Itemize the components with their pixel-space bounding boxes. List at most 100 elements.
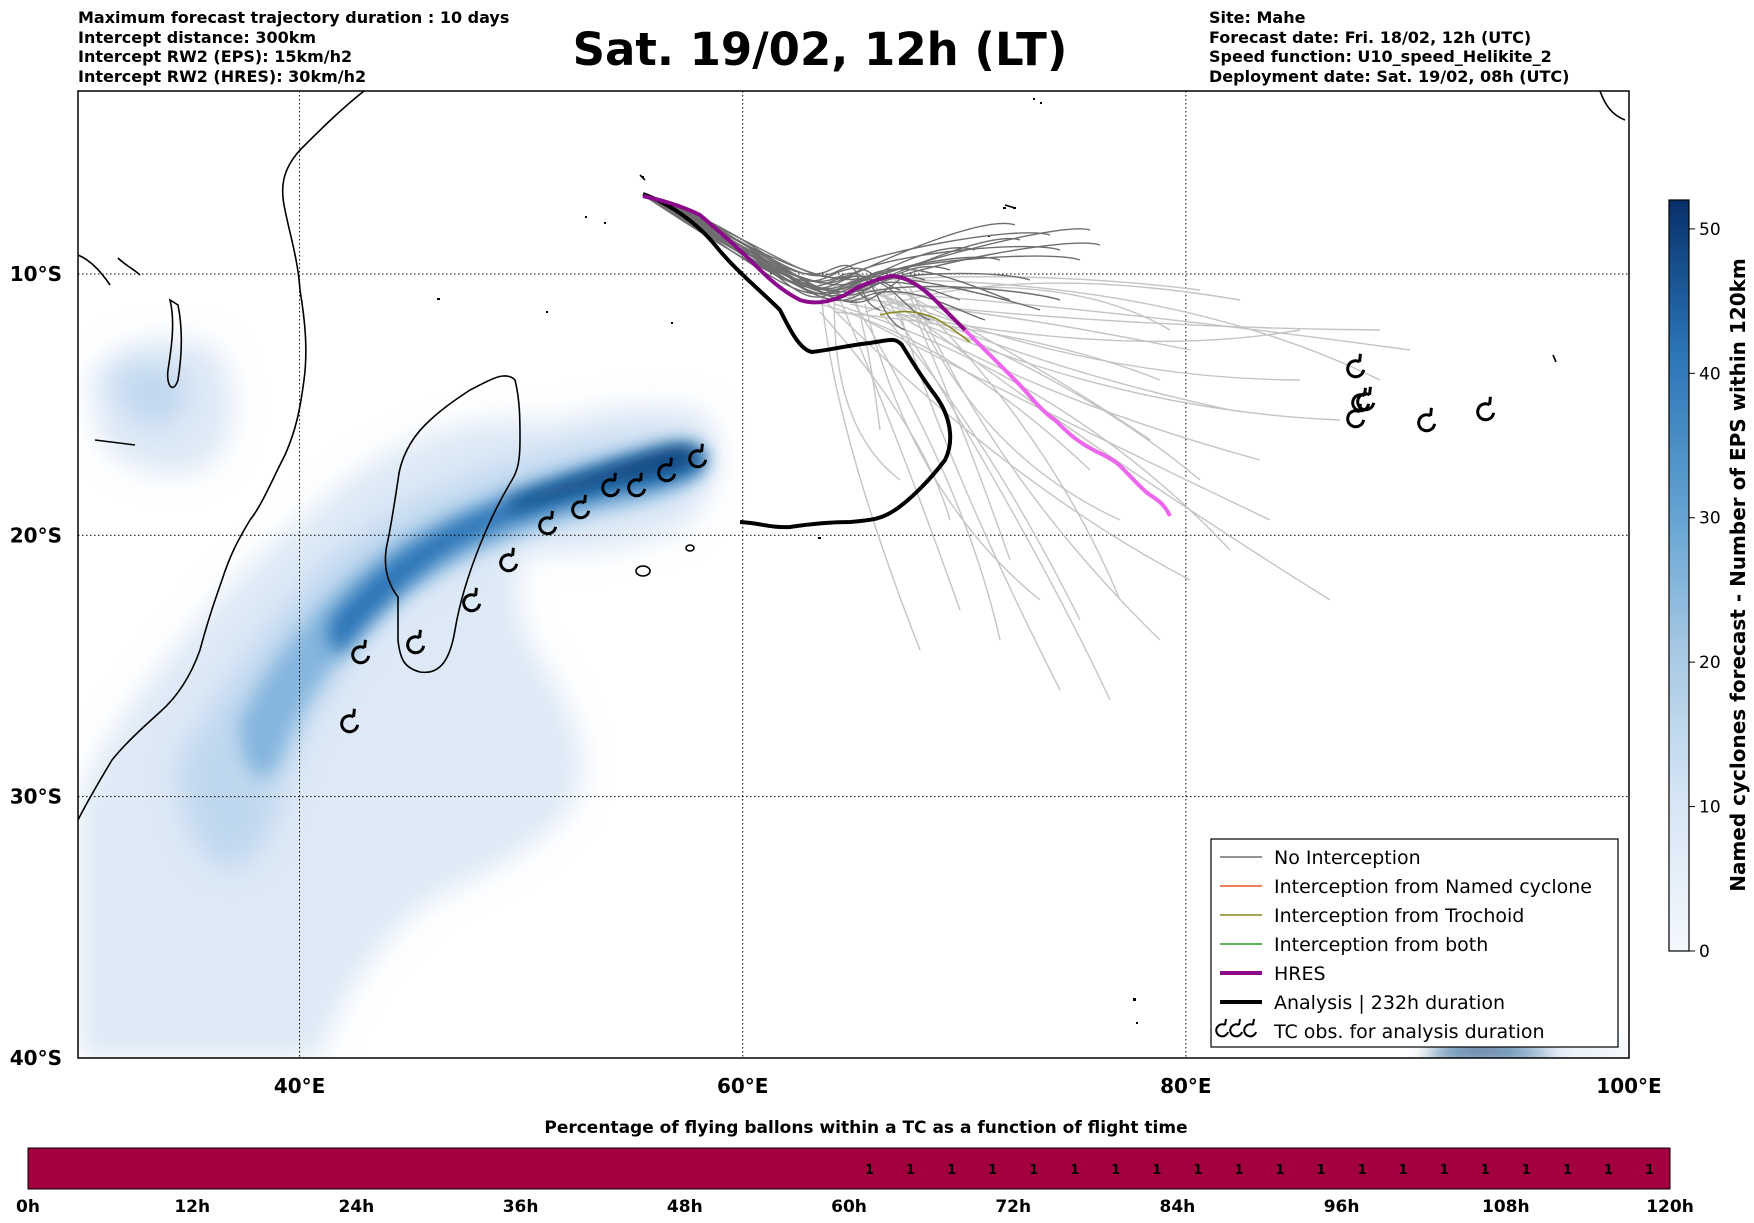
eps-trajectory (894, 311, 1341, 421)
header-forecast-date: Forecast date: Fri. 18/02, 12h (UTC) (1209, 27, 1532, 47)
tc-observation-icon (340, 708, 360, 734)
legend-label: Interception from Named cyclone (1274, 876, 1592, 898)
tc-observation-icon (462, 587, 482, 613)
timeline-cell-value: 1 (988, 1163, 997, 1178)
eps-trajectory (879, 275, 1201, 291)
lat-label: 10°S (10, 262, 62, 286)
colorbar-tick-label: 30 (1699, 509, 1721, 529)
legend-box (1210, 838, 1619, 1048)
flight-time-bar: Percentage of flying ballons within a TC… (16, 1118, 1694, 1217)
timeline-cell-value: 1 (1522, 1163, 1531, 1178)
timeline-tick-label: 84h (1160, 1197, 1196, 1217)
trochoid-interception-track (879, 310, 971, 343)
timeline-tick-label: 60h (831, 1197, 867, 1217)
eps-trajectory (833, 279, 901, 481)
header-intercept-distance: Intercept distance: 300km (78, 27, 317, 47)
timeline-cell-value: 1 (1440, 1163, 1449, 1178)
lat-label: 20°S (10, 523, 62, 547)
tc-observations (340, 353, 1496, 734)
longitude-labels: 40°E 60°E 80°E 100°E (274, 1074, 1662, 1098)
eps-trajectory (819, 287, 1411, 351)
tc-observation-icon (1346, 353, 1366, 379)
timeline-bar (27, 1147, 1671, 1190)
map-legend: No Interception Interception from Named c… (1210, 838, 1619, 1048)
coastlines (78, 91, 1626, 821)
timeline-cell-value: 1 (1645, 1163, 1654, 1178)
timeline-cell-value: 1 (1152, 1163, 1161, 1178)
legend-label: No Interception (1274, 847, 1421, 869)
colorbar-tick-label: 40 (1699, 364, 1721, 384)
legend-tc-icon (1243, 1018, 1257, 1038)
timeline-tick-label: 12h (174, 1197, 210, 1217)
legend-label: Interception from Trochoid (1274, 905, 1524, 927)
eps-trajectory (642, 194, 1101, 293)
timeline-tick-label: 24h (339, 1197, 375, 1217)
timeline-tick-label: 0h (16, 1197, 40, 1217)
tc-observation-icon (351, 639, 371, 665)
eps-trajectory (894, 287, 1151, 441)
eps-trajectory (909, 287, 1161, 641)
header-intercept-eps: Intercept RW2 (EPS): 15km/h2 (78, 47, 353, 66)
colorbar-tick-label: 50 (1699, 220, 1721, 240)
main-title: Sat. 19/02, 12h (LT) (572, 23, 1068, 76)
timeline-tick-label: 48h (667, 1197, 703, 1217)
lat-label: 30°S (10, 785, 62, 809)
tc-observation-icon (1356, 386, 1376, 412)
legend-label: Analysis | 232h duration (1274, 992, 1505, 1014)
timeline-cell-value: 1 (1563, 1163, 1572, 1178)
legend-tc-icon (1215, 1018, 1229, 1038)
eps-trajectory (864, 287, 1301, 381)
timeline-cell-values: 1 1 1 1 1 1 1 1 1 1 1 1 1 1 1 1 1 1 1 1 (865, 1163, 1654, 1178)
header-right-info: Site: Mahe Forecast date: Fri. 18/02, 12… (1209, 8, 1569, 86)
map-area (78, 91, 1629, 1058)
header-max-duration: Maximum forecast trajectory duration : 1… (78, 8, 510, 27)
hres-track-tail (963, 328, 1172, 517)
eps-trajectory (819, 295, 1191, 581)
eps-trajectory (864, 303, 1041, 601)
timeline-cell-value: 1 (1604, 1163, 1613, 1178)
timeline-cell-value: 1 (1317, 1163, 1326, 1178)
eps-trajectory (642, 194, 1041, 311)
lon-label: 100°E (1596, 1074, 1661, 1098)
colorbar-gradient (1668, 199, 1690, 952)
timeline-cell-value: 1 (1358, 1163, 1367, 1178)
eps-trajectory (849, 303, 1301, 343)
legend-tc-icon (1229, 1018, 1243, 1038)
timeline-cell-value: 1 (1070, 1163, 1079, 1178)
header-left-info: Maximum forecast trajectory duration : 1… (78, 8, 509, 86)
tc-observation-icon (688, 443, 708, 469)
eps-trajectory (849, 295, 1001, 641)
timeline-cell-value: 1 (1276, 1163, 1285, 1178)
header-site: Site: Mahe (1209, 8, 1306, 27)
eps-trajectory (864, 282, 1241, 313)
eps-trajectory (642, 194, 1061, 279)
colorbar: Named cyclones forecast - Number of EPS … (1668, 199, 1750, 962)
timeline-cell-value: 1 (947, 1163, 956, 1178)
eps-trajectory (879, 311, 1081, 621)
lon-label: 60°E (717, 1074, 769, 1098)
timeline-cell-value: 1 (1111, 1163, 1120, 1178)
eps-trajectory (819, 311, 951, 521)
timeline-cell-value: 1 (1234, 1163, 1243, 1178)
tc-observation-icon (657, 457, 677, 483)
eps-trajectory (894, 295, 1061, 691)
eps-trajectory (819, 303, 1091, 471)
timeline-cell-value: 1 (1481, 1163, 1490, 1178)
eps-trajectory (864, 279, 1331, 601)
header-deployment-date: Deployment date: Sat. 19/02, 08h (UTC) (1209, 66, 1570, 86)
timeline-cell-value: 1 (906, 1163, 915, 1178)
timeline-tick-labels: 0h 12h 24h 36h 48h 60h 72h 84h 96h 108h 120h (16, 1197, 1694, 1217)
timeline-title: Percentage of flying ballons within a TC… (544, 1118, 1187, 1138)
eps-trajectory (879, 287, 1111, 701)
hres-track (642, 194, 967, 332)
islands (437, 98, 1138, 1024)
timeline-cell-value: 1 (1029, 1163, 1038, 1178)
tc-observation-icon (571, 494, 591, 520)
lon-label: 80°E (1160, 1074, 1212, 1098)
colorbar-label: Named cyclones forecast - Number of EPS … (1726, 258, 1750, 892)
timeline-tick-label: 72h (995, 1197, 1031, 1217)
eps-trajectory (849, 279, 1231, 411)
eps-trajectory (909, 279, 1381, 381)
header-intercept-hres: Intercept RW2 (HRES): 30km/h2 (78, 66, 367, 86)
